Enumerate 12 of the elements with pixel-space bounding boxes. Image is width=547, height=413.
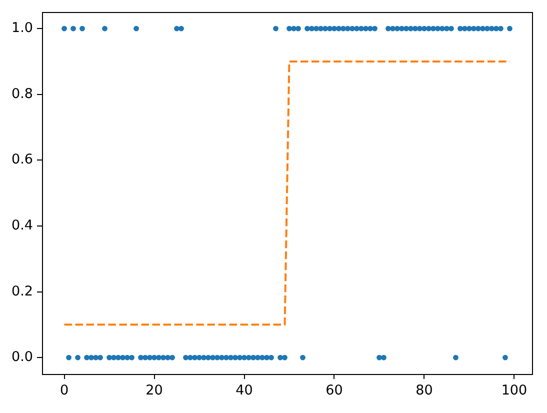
y-tick-label: 0.8 xyxy=(12,86,33,102)
x-tick-label: 40 xyxy=(236,382,253,399)
x-tick-label: 20 xyxy=(146,382,163,399)
y-tick-label: 0.0 xyxy=(12,349,33,366)
y-tick-label: 0.4 xyxy=(12,217,33,234)
y-tick-label: 0.6 xyxy=(12,152,33,168)
x-tick-label: 80 xyxy=(416,382,433,399)
x-tick-label: 100 xyxy=(501,382,528,399)
y-tick-label: 1.0 xyxy=(12,20,33,36)
x-tick-label: 60 xyxy=(326,382,343,399)
y-tick-label: 0.2 xyxy=(12,283,33,300)
x-tick-label: 0 xyxy=(60,382,69,399)
